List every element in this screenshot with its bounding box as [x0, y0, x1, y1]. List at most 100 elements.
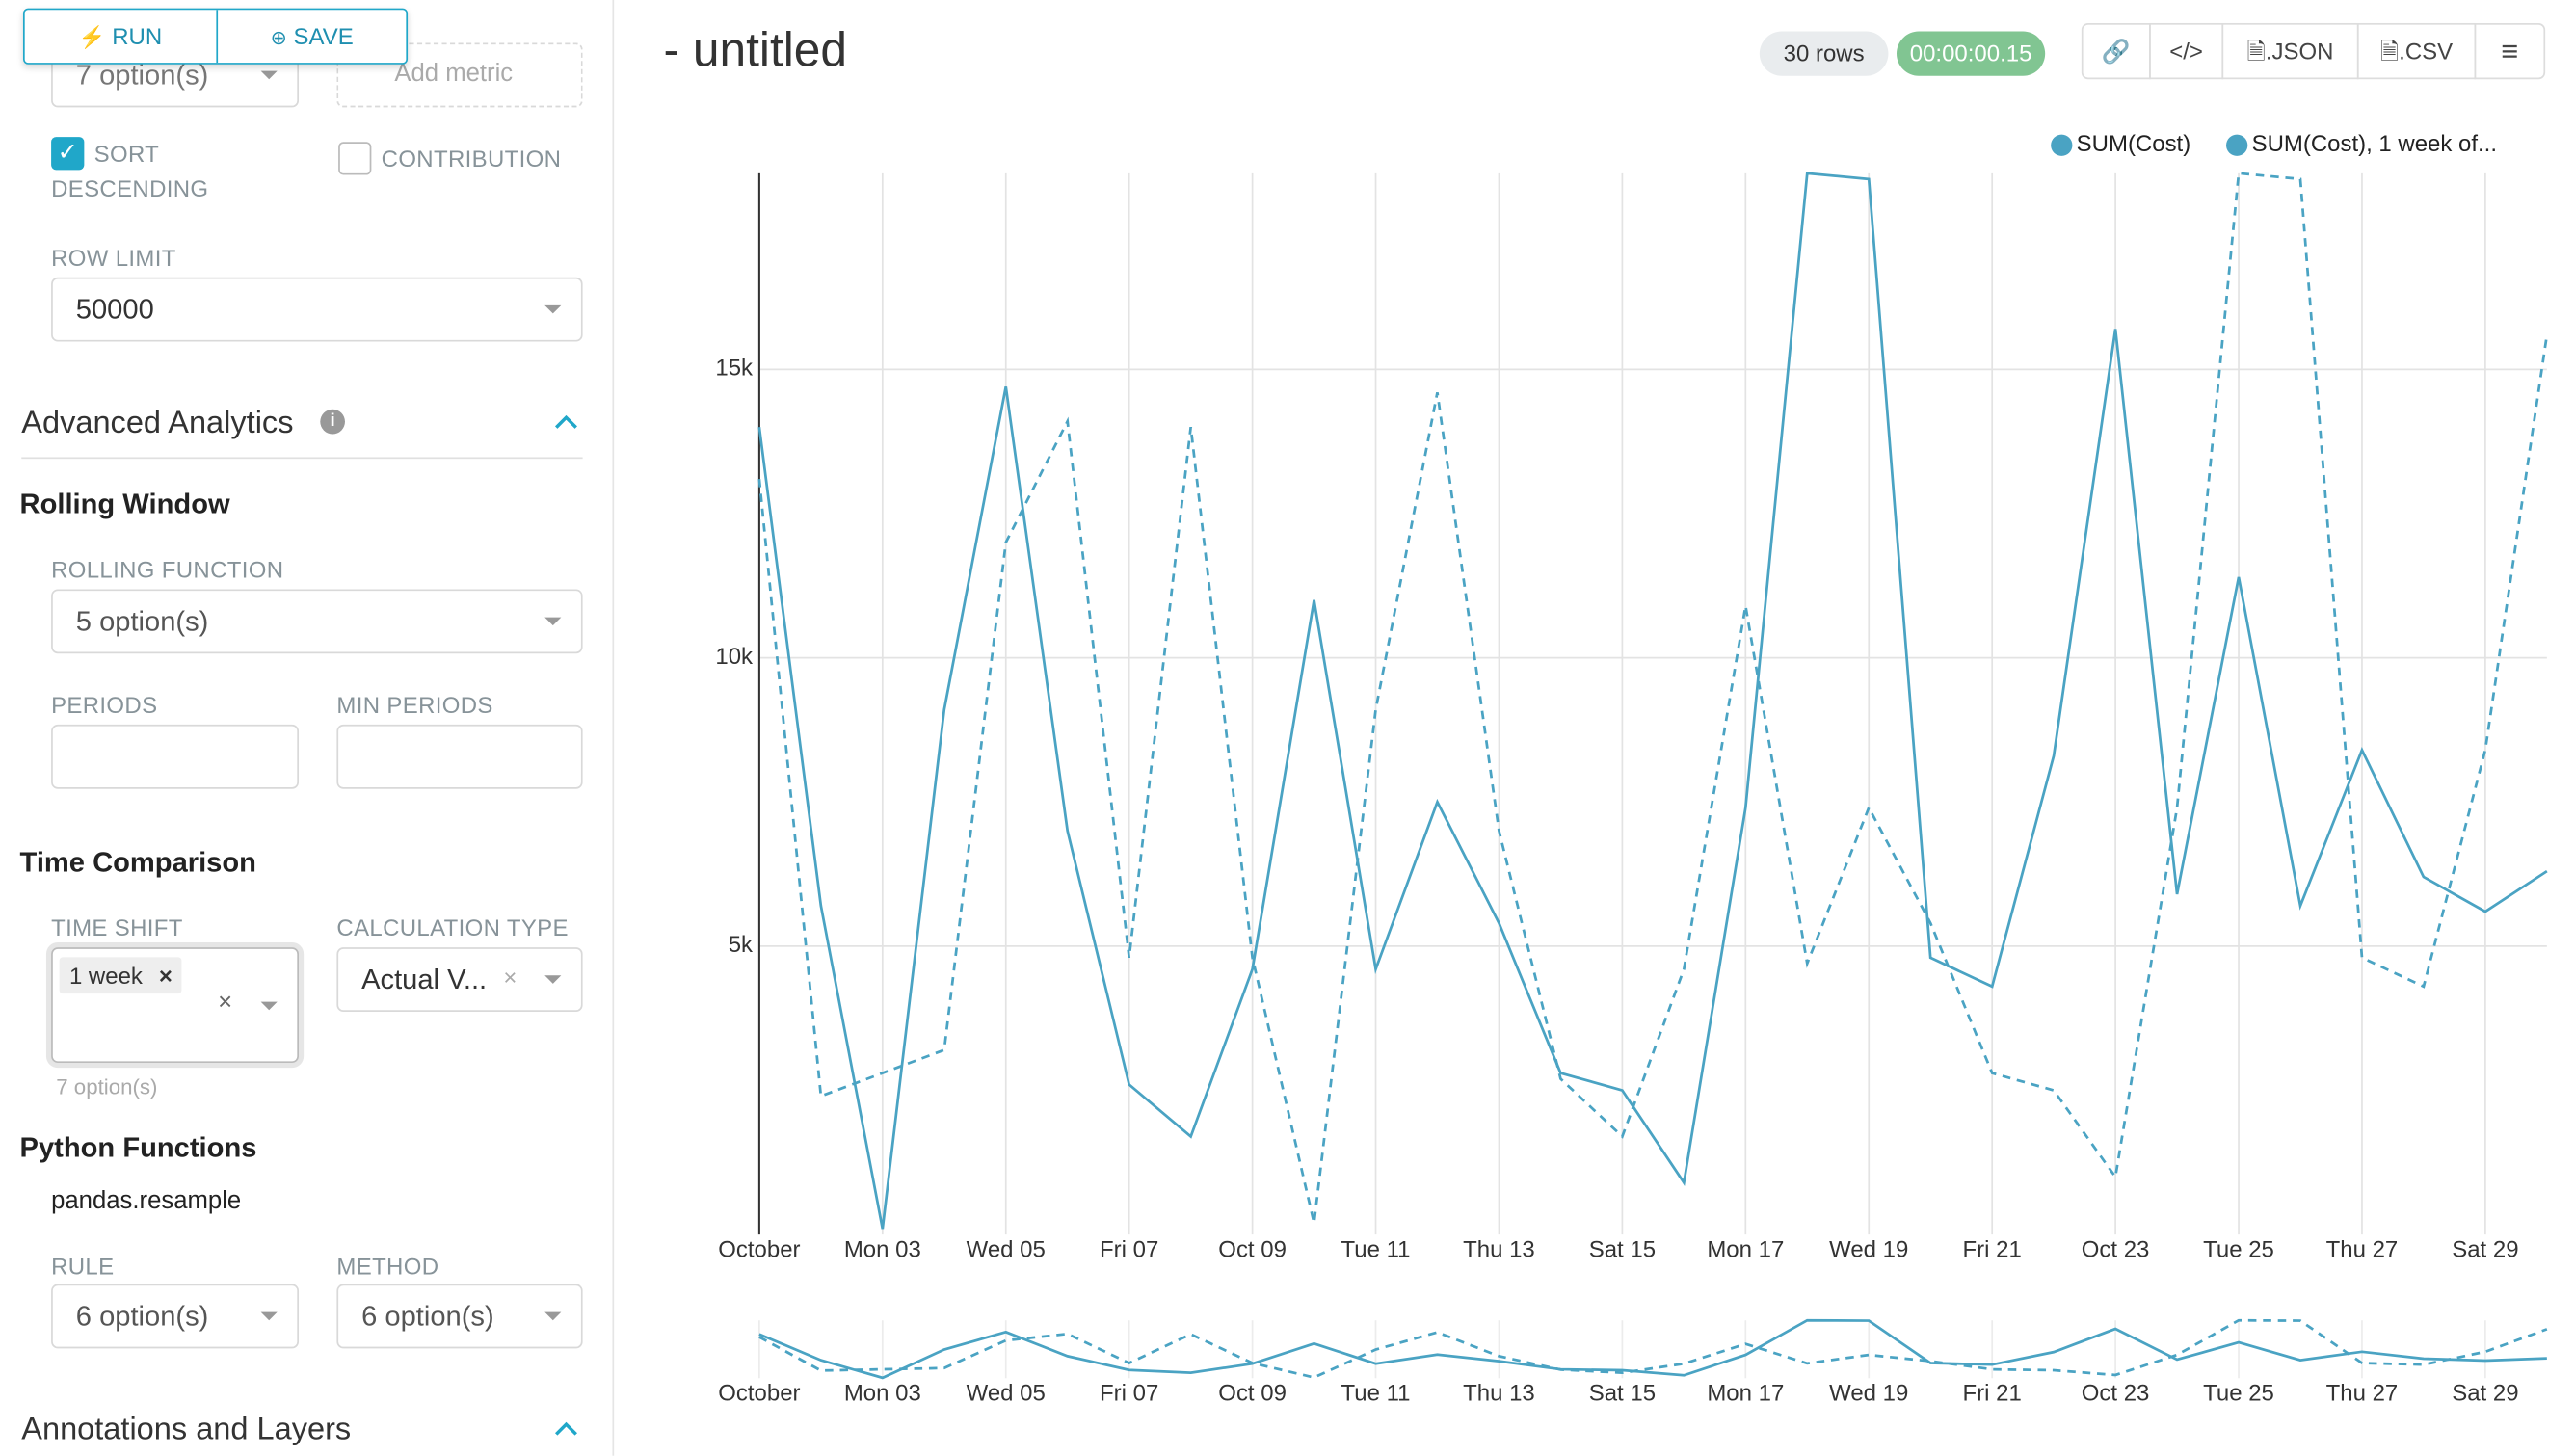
min-periods-input[interactable]: [336, 724, 583, 789]
field-label: RULE: [51, 1253, 115, 1280]
x-tick-label: Fri 07: [1100, 1237, 1158, 1263]
x-tick-label: October: [718, 1237, 800, 1263]
x-tick-label: Fri 21: [1963, 1237, 2022, 1263]
x-tick-label: Tue 25: [2203, 1381, 2274, 1407]
divider: [21, 457, 583, 460]
select-value: 5 option(s): [75, 605, 209, 638]
section-title: Annotations and Layers: [21, 1413, 352, 1448]
tag-text: 1 week: [68, 962, 143, 989]
field-label: TIME SHIFT: [51, 913, 183, 941]
select-value: 50000: [75, 293, 154, 326]
field-label: METHOD: [336, 1253, 439, 1280]
menu-button[interactable]: ≡: [2474, 22, 2546, 80]
run-button[interactable]: ⚡ RUN: [25, 10, 219, 64]
x-tick-label: Wed 05: [967, 1381, 1046, 1407]
save-label: SAVE: [293, 22, 354, 50]
contribution-label: CONTRIBUTION: [381, 145, 562, 172]
legend-label: SUM(Cost), 1 week of...: [2252, 131, 2497, 157]
row-limit-label: ROW LIMIT: [51, 244, 176, 271]
x-tick-label: Tue 11: [1341, 1381, 1411, 1407]
subsection-title: Rolling Window: [19, 488, 230, 520]
y-tick-label: 5k: [729, 932, 754, 958]
x-tick-label: Thu 27: [2326, 1381, 2399, 1407]
button-group: ⚡ RUN ⊕ SAVE: [22, 8, 409, 65]
select-value: 6 option(s): [361, 1300, 494, 1333]
timer: 00:00:00.15: [1897, 31, 2046, 76]
time-shift-select[interactable]: 1 week × ×: [51, 947, 300, 1064]
x-tick-label: Fri 07: [1100, 1381, 1158, 1407]
checkbox-contribution[interactable]: [338, 142, 372, 175]
x-tick-label: Mon 03: [844, 1237, 921, 1263]
brush-line: [758, 1318, 2548, 1379]
save-button[interactable]: ⊕ SAVE: [270, 22, 354, 50]
legend-label: SUM(Cost): [2077, 131, 2191, 157]
legend-marker: [2226, 134, 2248, 156]
button-label: .CSV: [2399, 38, 2454, 65]
legend-marker: [2051, 134, 2073, 156]
field-label: CALCULATION TYPE: [336, 913, 569, 941]
x-tick-label: Sat 29: [2452, 1381, 2518, 1407]
x-tick-label: Tue 25: [2203, 1237, 2274, 1263]
x-tick-label: Fri 21: [1963, 1381, 2022, 1407]
y-tick-label: 10k: [715, 644, 754, 670]
select-value: 6 option(s): [75, 1300, 209, 1333]
x-tick-label: Sat 15: [1589, 1237, 1656, 1263]
x-tick-label: Thu 13: [1463, 1381, 1535, 1407]
field-label: PERIODS: [51, 691, 158, 719]
x-tick-label: Sat 15: [1589, 1381, 1656, 1407]
row-count: 30 rows: [1759, 31, 1889, 76]
field-label: MIN PERIODS: [336, 691, 493, 719]
x-tick-label: Oct 09: [1218, 1381, 1287, 1407]
select-value: 7 option(s): [75, 59, 209, 92]
subsection-title: Python Functions: [19, 1131, 257, 1164]
x-tick-label: Wed 05: [967, 1237, 1046, 1263]
add-metric[interactable]: Add metric: [336, 42, 583, 108]
x-tick-label: Thu 13: [1463, 1237, 1535, 1263]
tag-remove[interactable]: ×: [158, 962, 173, 989]
x-tick-label: Tue 11: [1341, 1237, 1411, 1263]
chevron[interactable]: [553, 412, 579, 433]
x-tick-label: October: [718, 1381, 800, 1407]
sort-label: SORT DESCENDING: [51, 140, 209, 201]
button-label: .JSON: [2265, 38, 2334, 65]
field-label: ROLLING FUNCTION: [51, 556, 284, 583]
sidebar: [0, 0, 615, 1456]
rule-select[interactable]: 6 option(s): [51, 1284, 300, 1349]
series-line: [757, 172, 2548, 1230]
checkbox-sort[interactable]: ✓: [51, 137, 85, 171]
select-value: Actual V...: [361, 964, 488, 995]
csv-button[interactable]: 🗎.CSV: [2356, 22, 2477, 80]
x-tick-label: Mon 03: [844, 1381, 921, 1407]
rolling-function-select[interactable]: 5 option(s): [51, 589, 583, 654]
series-line: [757, 172, 2549, 1224]
x-tick-label: Oct 23: [2082, 1381, 2150, 1407]
method-select[interactable]: 6 option(s): [336, 1284, 583, 1349]
x-tick-label: Oct 09: [1218, 1237, 1287, 1263]
tag: 1 week ×: [59, 957, 183, 994]
x-tick-label: Oct 23: [2082, 1237, 2150, 1263]
x-tick-label: Wed 19: [1829, 1381, 1908, 1407]
periods-input[interactable]: [51, 724, 300, 789]
chevron[interactable]: [553, 1419, 579, 1440]
x-tick-label: Wed 19: [1829, 1237, 1908, 1263]
x-tick-label: Mon 17: [1707, 1381, 1784, 1407]
brush-line: [758, 1318, 2547, 1380]
hint: 7 option(s): [56, 1074, 158, 1099]
calculation-type-select[interactable]: Actual V... ×: [336, 947, 583, 1012]
add-metric-text: Add metric: [394, 59, 514, 88]
chart-title: - untitled: [663, 24, 848, 78]
run-label: RUN: [112, 22, 163, 50]
info-icon[interactable]: i: [320, 409, 345, 435]
y-tick-label: 15k: [715, 356, 754, 382]
subsection-title: Time Comparison: [19, 846, 256, 879]
x-tick-label: Thu 27: [2326, 1237, 2399, 1263]
section-title: Advanced Analytics: [21, 406, 294, 441]
x-tick-label: Sat 29: [2452, 1237, 2518, 1263]
x-tick-label: Mon 17: [1707, 1237, 1784, 1263]
subsection-label: pandas.resample: [51, 1186, 242, 1215]
link-button[interactable]: 🔗: [2081, 22, 2151, 80]
row-limit-select[interactable]: 50000: [51, 277, 583, 342]
